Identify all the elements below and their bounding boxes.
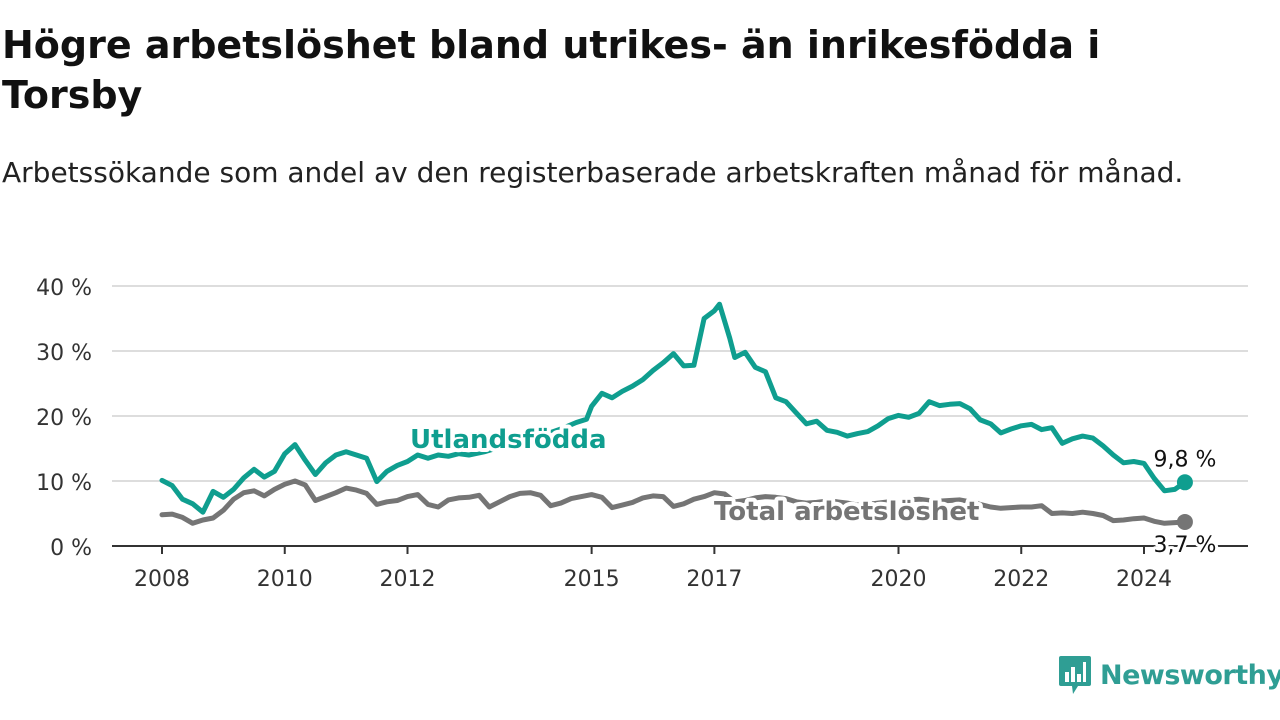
x-tick-label: 2015: [564, 567, 620, 592]
y-tick-label: 0 %: [50, 536, 92, 561]
x-tick-label: 2010: [257, 567, 313, 592]
y-axis: 0 % 10 % 20 % 30 % 40 %: [36, 276, 92, 561]
series-line-utlandsfodda: [159, 301, 1188, 515]
end-point-total: [1176, 513, 1193, 530]
x-tick-label: 2020: [871, 567, 927, 592]
x-tick-label: 2022: [993, 567, 1049, 592]
series-label-utlandsfodda: Utlandsfödda: [410, 425, 607, 455]
x-tick-label: 2012: [380, 567, 436, 592]
chart-title: Högre arbetslöshet bland utrikes- än inr…: [2, 23, 1101, 117]
newsworthy-logo: Newsworthy: [1058, 654, 1280, 696]
end-label-total: 3,7 %: [1153, 533, 1216, 558]
series-labels: Utlandsfödda Total arbetslöshet 9,8 % 3,7 %: [406, 421, 1219, 561]
y-tick-label: 10 %: [36, 471, 92, 496]
x-tick-label: 2024: [1116, 567, 1172, 592]
y-tick-label: 20 %: [36, 406, 92, 431]
gridlines: [112, 285, 1248, 482]
chart-subtitle: Arbetssökande som andel av den registerb…: [2, 156, 1184, 189]
x-tick-label: 2008: [134, 567, 190, 592]
newsworthy-wordmark: Newsworthy: [1100, 659, 1280, 691]
end-point-utlandsfodda: [1176, 474, 1193, 491]
series: [159, 301, 1193, 530]
y-tick-label: 30 %: [36, 341, 92, 366]
newsworthy-logo-icon: [1059, 656, 1091, 694]
series-label-total: Total arbetslöshet: [714, 497, 979, 527]
x-axis: 2008 2010 2012 2015 2017 2020 2022 2024: [112, 545, 1248, 592]
end-label-utlandsfodda: 9,8 %: [1153, 447, 1216, 472]
x-tick-label: 2017: [686, 567, 742, 592]
series-line-total: [159, 478, 1188, 526]
line-chart: 0 % 10 % 20 % 30 % 40 % 2008 2010 2012 2015 2017…: [36, 276, 1248, 592]
y-tick-label: 40 %: [36, 276, 92, 301]
